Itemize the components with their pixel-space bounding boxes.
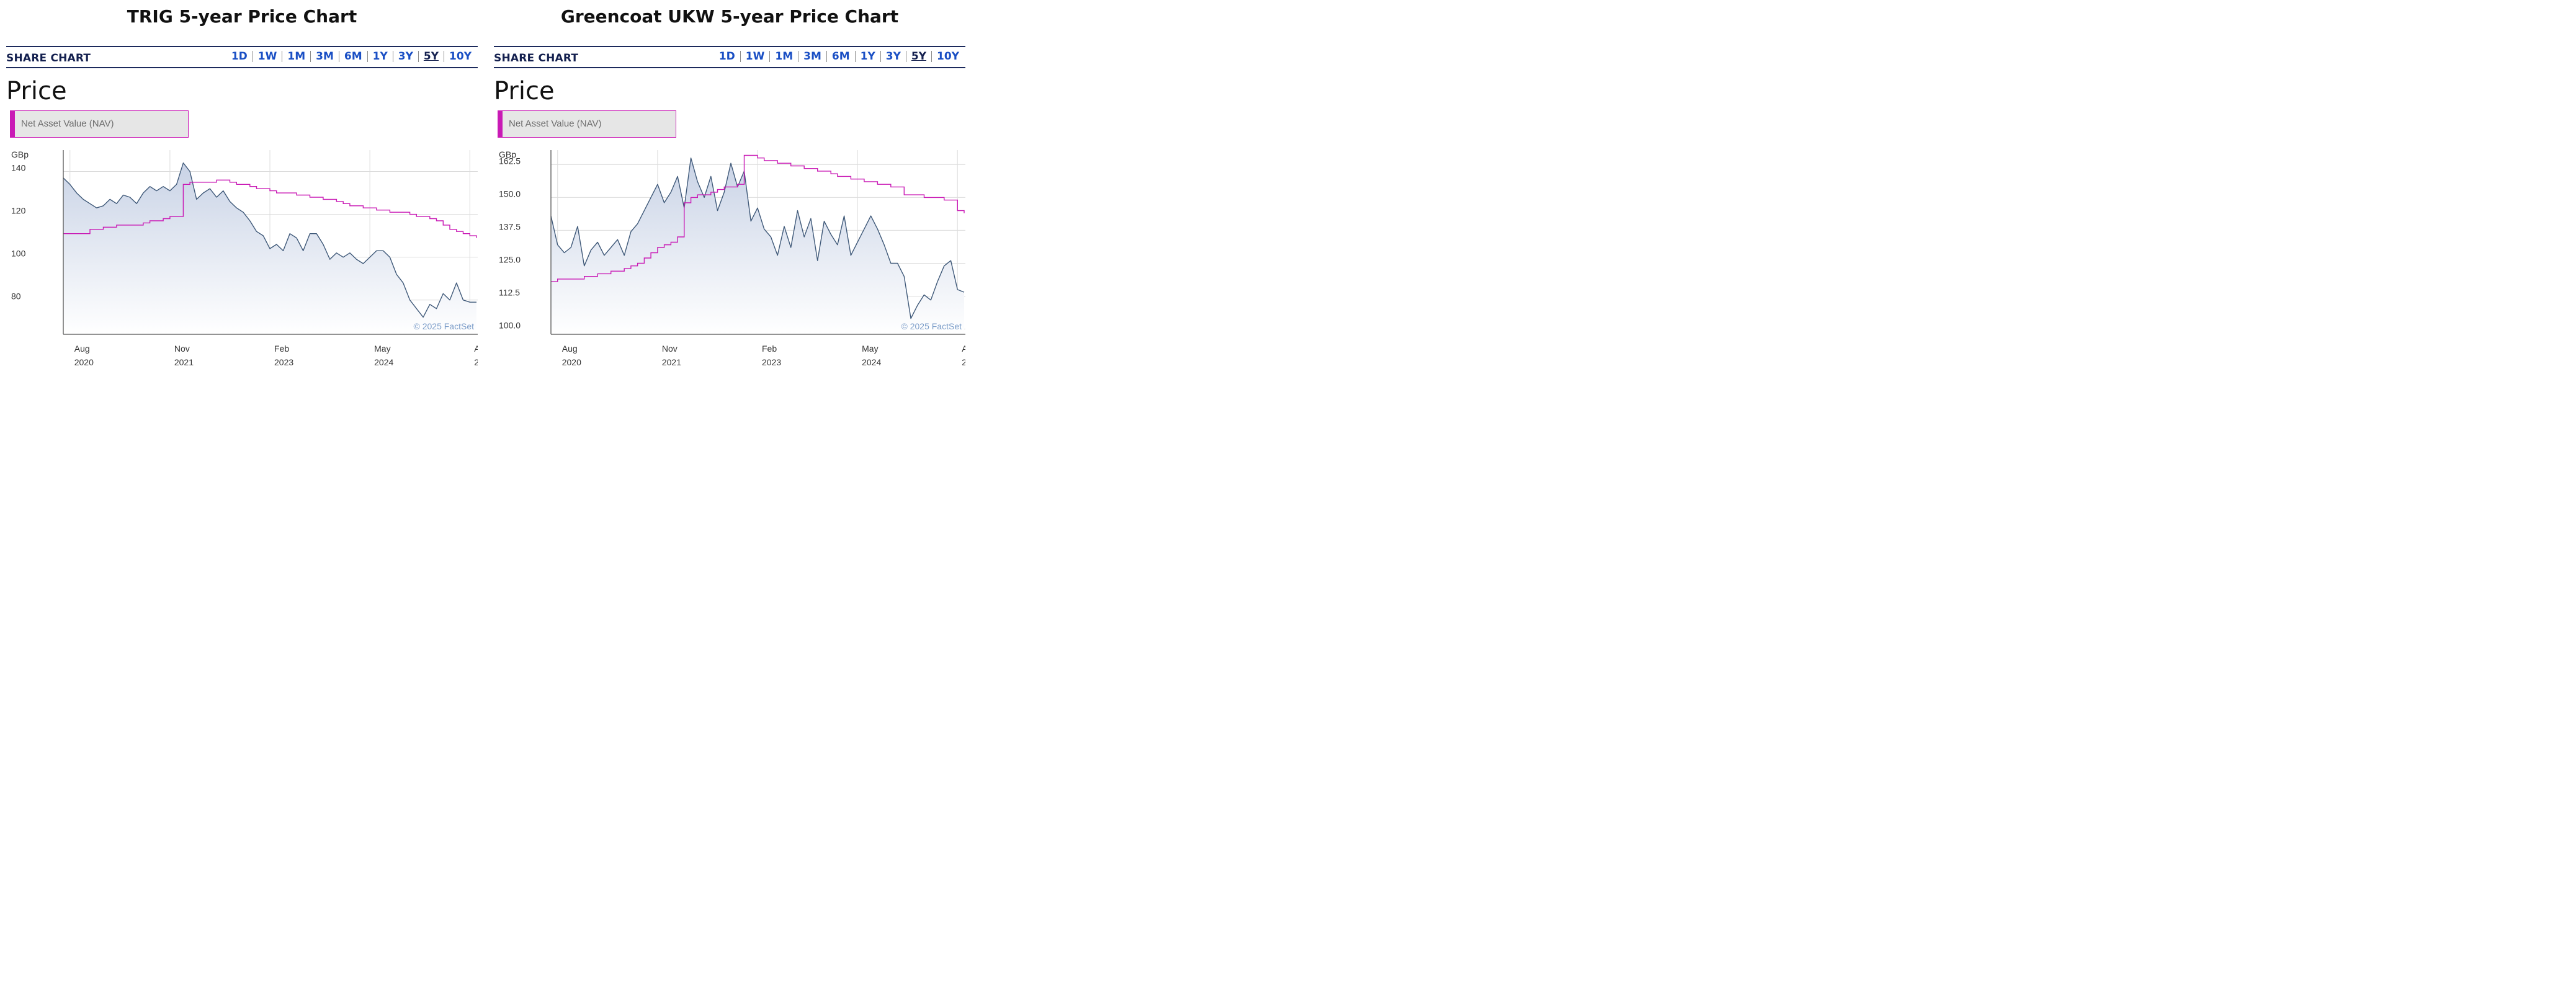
share-chart-toolbar: SHARE CHART 1D 1W 1M 3M 6M 1Y 3Y 5Y 10Y — [6, 46, 478, 68]
range-3m-button[interactable]: 3M — [310, 51, 339, 62]
x-tick-month: Aug — [474, 344, 478, 354]
range-1y-button[interactable]: 1Y — [367, 51, 393, 62]
nav-series-line — [63, 179, 477, 238]
range-selector: 1D 1W 1M 3M 6M 1Y 3Y 5Y 10Y — [226, 51, 476, 62]
range-1d-button[interactable]: 1D — [231, 50, 248, 63]
nav-series-line — [551, 154, 965, 282]
range-1m-button[interactable]: 1M — [769, 51, 798, 62]
nav-legend-toggle[interactable]: Net Asset Value (NAV) — [498, 110, 676, 138]
price-area — [551, 158, 964, 334]
y-tick-label: 162.5 — [499, 156, 521, 166]
range-5y-button[interactable]: 5Y — [905, 51, 931, 62]
x-tick-year: 2023 — [274, 357, 293, 367]
range-1m-button[interactable]: 1M — [282, 51, 310, 62]
price-label: Price — [494, 77, 555, 105]
range-1w-button[interactable]: 1W — [252, 51, 282, 62]
range-3m-button[interactable]: 3M — [798, 51, 826, 62]
x-tick-month: Feb — [274, 344, 289, 354]
x-tick-year: 2020 — [562, 357, 581, 367]
x-tick-year: 2020 — [74, 357, 94, 367]
x-tick-year: 2021 — [174, 357, 194, 367]
y-axis-unit: GBp — [11, 149, 29, 159]
panel-heading: TRIG 5-year Price Chart — [127, 6, 357, 27]
share-chart-title: SHARE CHART — [494, 52, 579, 65]
ukw-panel: Greencoat UKW 5-year Price Chart SHARE C… — [494, 0, 982, 380]
range-1w-button[interactable]: 1W — [740, 51, 770, 62]
range-10y-button[interactable]: 10Y — [444, 51, 476, 62]
range-3y-button[interactable]: 3Y — [392, 51, 418, 62]
x-tick-month: Aug — [74, 344, 90, 354]
nav-legend-label: Net Asset Value (NAV) — [509, 118, 602, 129]
range-selector: 1D 1W 1M 3M 6M 1Y 3Y 5Y 10Y — [714, 51, 964, 62]
y-tick-label: 112.5 — [499, 287, 520, 297]
nav-legend-label: Net Asset Value (NAV) — [21, 118, 114, 129]
x-tick-month: Nov — [662, 344, 678, 354]
chart-svg: GBp 140 120 100 80 Aug 2020 Nov 2021 Feb 2023 May 20… — [11, 149, 494, 367]
copyright-label: © 2025 FactSet — [414, 321, 475, 331]
x-tick-year: 2023 — [762, 357, 781, 367]
range-6m-button[interactable]: 6M — [826, 51, 855, 62]
x-tick-year: 2024 — [862, 357, 881, 367]
nav-legend-toggle[interactable]: Net Asset Value (NAV) — [10, 110, 189, 138]
x-tick-year: 2025 — [474, 357, 478, 367]
price-series-line — [63, 162, 476, 318]
share-chart-toolbar: SHARE CHART 1D 1W 1M 3M 6M 1Y 3Y 5Y 10Y — [494, 46, 965, 68]
panel-heading: Greencoat UKW 5-year Price Chart — [560, 6, 899, 27]
price-area — [63, 162, 476, 334]
x-tick-month: Nov — [174, 344, 190, 354]
x-tick-year: 2025 — [962, 357, 965, 367]
copyright-label: © 2025 FactSet — [901, 321, 962, 331]
x-tick-month: May — [862, 344, 878, 354]
trig-panel: TRIG 5-year Price Chart SHARE CHART 1D 1… — [6, 0, 494, 380]
x-tick-year: 2024 — [374, 357, 393, 367]
y-tick-label: 120 — [11, 206, 26, 216]
x-tick-month: Aug — [962, 344, 965, 354]
y-tick-label: 137.5 — [499, 221, 521, 231]
price-chart: GBp 140 120 100 80 Aug 2020 Nov 2021 Feb 2023 May 20… — [6, 144, 494, 373]
y-tick-label: 140 — [11, 163, 26, 173]
x-tick-month: Aug — [562, 344, 578, 354]
range-1y-button[interactable]: 1Y — [854, 51, 880, 62]
price-label: Price — [6, 77, 67, 105]
price-chart: GBp 162.5 150.0 137.5 125.0 112.5 100.0 Aug 2020… — [494, 144, 982, 373]
x-tick-year: 2021 — [662, 357, 681, 367]
range-10y-button[interactable]: 10Y — [931, 51, 964, 62]
share-chart-title: SHARE CHART — [6, 52, 91, 65]
x-tick-month: Feb — [762, 344, 777, 354]
range-5y-button[interactable]: 5Y — [418, 51, 444, 62]
y-tick-label: 125.0 — [499, 254, 521, 264]
y-tick-label: 100.0 — [499, 321, 521, 331]
price-series-line — [550, 158, 965, 319]
range-3y-button[interactable]: 3Y — [880, 51, 906, 62]
y-tick-label: 150.0 — [499, 189, 521, 198]
x-tick-month: May — [374, 344, 390, 354]
y-tick-label: 80 — [11, 292, 21, 301]
y-tick-label: 100 — [11, 249, 26, 259]
range-6m-button[interactable]: 6M — [338, 51, 367, 62]
y-axis-unit: GBp — [499, 149, 516, 159]
range-1d-button[interactable]: 1D — [718, 50, 735, 63]
